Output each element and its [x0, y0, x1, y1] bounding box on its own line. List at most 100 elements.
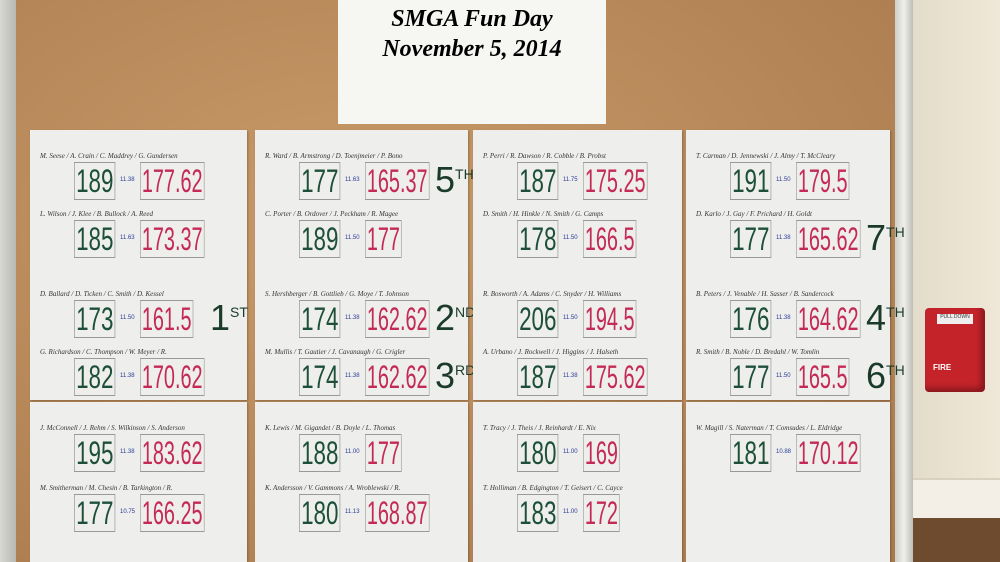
team-names: R. Smith / B. Noble / D. Bredahl / W. To… [696, 348, 820, 356]
fire-alarm-label: FIRE [933, 363, 952, 372]
handicap: 11.50 [563, 235, 578, 241]
handicap: 11.50 [776, 177, 791, 183]
team-entry: R. Smith / B. Noble / D. Bredahl / W. To… [696, 348, 908, 396]
net-score: 162.62 [365, 358, 430, 396]
gross-score: 185 [74, 220, 116, 258]
handicap: 11.00 [345, 449, 360, 455]
score-sheet [255, 402, 468, 562]
team-entry: T. Holliman / B. Edgington / T. Geisert … [483, 484, 695, 532]
team-names: J. McConnell / J. Rehm / S. Wilkinson / … [40, 424, 185, 432]
net-score: 177 [365, 434, 402, 472]
board-frame-left [0, 0, 16, 562]
place-number: 5 [435, 159, 456, 200]
event-title: SMGA Fun Day [391, 6, 553, 32]
team-names: K. Lewis / M. Gigandet / B. Doyle / L. T… [265, 424, 396, 432]
score-sheet [30, 130, 247, 400]
net-score: 183.62 [140, 434, 205, 472]
net-score: 177 [365, 220, 402, 258]
placement: 6TH [866, 356, 905, 396]
team-names: T. Tracy / J. Theis / J. Reinhardt / E. … [483, 424, 596, 432]
team-entry: K. Lewis / M. Gigandet / B. Doyle / L. T… [265, 424, 477, 472]
gross-score: 183 [517, 494, 559, 532]
gross-score: 187 [517, 162, 559, 200]
fire-alarm-plate: PULL DOWN [937, 314, 973, 324]
gross-score: 189 [299, 220, 341, 258]
team-entry: S. Hershberger / B. Gottlieb / G. Moye /… [265, 290, 477, 338]
event-date: November 5, 2014 [382, 36, 562, 62]
placement: 3RD [435, 356, 475, 396]
net-score: 172 [583, 494, 620, 532]
placement: 1ST [210, 298, 248, 338]
place-suffix: RD [455, 362, 476, 378]
wall [913, 0, 1000, 562]
gross-score: 180 [299, 494, 341, 532]
handicap: 11.38 [345, 373, 360, 379]
score-sheet [686, 402, 890, 562]
team-names: T. Carman / D. Jennewski / J. Almy / T. … [696, 152, 836, 160]
team-entry: T. Carman / D. Jennewski / J. Almy / T. … [696, 152, 908, 200]
net-score: 165.5 [796, 358, 850, 396]
team-names: C. Porter / B. Ordover / J. Peckham / R.… [265, 210, 399, 218]
place-suffix: TH [886, 304, 905, 320]
team-names: M. Seese / A. Crain / C. Maddrey / G. Gu… [40, 152, 178, 160]
place-number: 3 [435, 355, 456, 396]
team-entry: M. Seese / A. Crain / C. Maddrey / G. Gu… [40, 152, 252, 200]
handicap: 11.63 [345, 177, 360, 183]
team-names: D. Karlo / J. Gay / F. Prichard / H. Gol… [696, 210, 812, 218]
place-number: 7 [866, 217, 887, 258]
gross-score: 174 [299, 300, 341, 338]
place-number: 6 [866, 355, 887, 396]
gross-score: 206 [517, 300, 559, 338]
team-names: T. Holliman / B. Edgington / T. Geisert … [483, 484, 623, 492]
net-score: 161.5 [140, 300, 194, 338]
place-number: 1 [210, 297, 231, 338]
gross-score: 177 [730, 358, 772, 396]
gross-score: 178 [517, 220, 559, 258]
handicap: 11.50 [120, 315, 135, 321]
gross-score: 182 [74, 358, 116, 396]
place-suffix: ST [230, 304, 248, 320]
gross-score: 191 [730, 162, 772, 200]
team-names: B. Peters / J. Venable / H. Sasser / B. … [696, 290, 834, 298]
team-entry: C. Porter / B. Ordover / J. Peckham / R.… [265, 210, 477, 258]
handicap: 11.38 [120, 373, 135, 379]
net-score: 165.37 [365, 162, 430, 200]
team-entry: W. Magill / S. Naterman / T. Comsudes / … [696, 424, 908, 472]
gross-score: 188 [299, 434, 341, 472]
place-suffix: TH [886, 362, 905, 378]
team-entry: R. Ward / B. Armstrong / D. Toenjmeier /… [265, 152, 477, 200]
team-names: P. Perri / R. Dawson / R. Cobble / B. Pr… [483, 152, 606, 160]
baseboard [913, 478, 1000, 520]
handicap: 11.38 [776, 235, 791, 241]
net-score: 170.62 [140, 358, 205, 396]
handicap: 11.13 [345, 509, 360, 515]
handicap: 11.38 [776, 315, 791, 321]
gross-score: 177 [730, 220, 772, 258]
team-entry: R. Bosworth / A. Adams / C. Snyder / H. … [483, 290, 695, 338]
net-score: 177.62 [140, 162, 205, 200]
title-sheet: SMGA Fun Day November 5, 2014 [338, 0, 606, 124]
team-names: M. Mullis / T. Gautier / J. Cavanaugh / … [265, 348, 406, 356]
team-names: L. Wilson / J. Klee / B. Bullock / A. Re… [40, 210, 154, 218]
place-number: 2 [435, 297, 456, 338]
team-names: G. Richardson / C. Thompson / W. Meyer /… [40, 348, 167, 356]
gross-score: 195 [74, 434, 116, 472]
gross-score: 180 [517, 434, 559, 472]
team-names: M. Smitherman / M. Chesin / B. Tarkingto… [40, 484, 173, 492]
handicap: 11.38 [120, 449, 135, 455]
score-sheet [473, 130, 682, 400]
net-score: 164.62 [796, 300, 861, 338]
team-entry: P. Perri / R. Dawson / R. Cobble / B. Pr… [483, 152, 695, 200]
net-score: 170.12 [796, 434, 861, 472]
handicap: 11.38 [345, 315, 360, 321]
net-score: 175.62 [583, 358, 648, 396]
team-names: R. Bosworth / A. Adams / C. Snyder / H. … [483, 290, 622, 298]
place-number: 4 [866, 297, 887, 338]
handicap: 11.00 [563, 449, 578, 455]
team-entry: M. Mullis / T. Gautier / J. Cavanaugh / … [265, 348, 477, 396]
team-names: R. Ward / B. Armstrong / D. Toenjmeier /… [265, 152, 403, 160]
net-score: 166.5 [583, 220, 637, 258]
placement: 7TH [866, 218, 905, 258]
net-score: 168.87 [365, 494, 430, 532]
team-entry: D. Smith / H. Hinkle / N. Smith / G. Cam… [483, 210, 695, 258]
